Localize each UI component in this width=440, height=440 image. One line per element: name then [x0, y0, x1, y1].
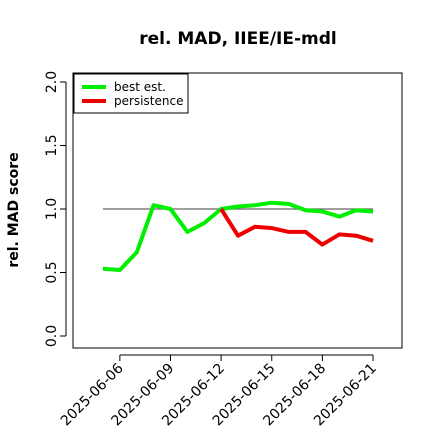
x-axis: 2025-06-062025-06-092025-06-122025-06-15…: [58, 354, 380, 429]
series-line-best-est-: [102, 200, 374, 272]
legend-label-persistence: persistence: [114, 94, 183, 108]
series-line-persistence: [219, 207, 374, 247]
y-tick-label: 0.0: [44, 325, 60, 347]
y-axis-label: rel. MAD score: [6, 152, 22, 267]
y-tick-label: 1.5: [44, 134, 60, 156]
legend-label-best-est: best est.: [114, 80, 166, 94]
legend-box: [73, 73, 189, 114]
y-axis: 0.0 0.5 1.0 1.5 2.0: [44, 71, 67, 347]
y-tick-label: 2.0: [44, 71, 60, 93]
series-layer: [102, 200, 374, 272]
y-tick-label: 0.5: [44, 261, 60, 283]
chart-title: rel. MAD, IIEE/IE-mdl: [139, 29, 336, 49]
plot-frame: [72, 72, 403, 349]
legend: best est. persistence: [73, 73, 189, 114]
y-tick-label: 1.0: [44, 198, 60, 220]
